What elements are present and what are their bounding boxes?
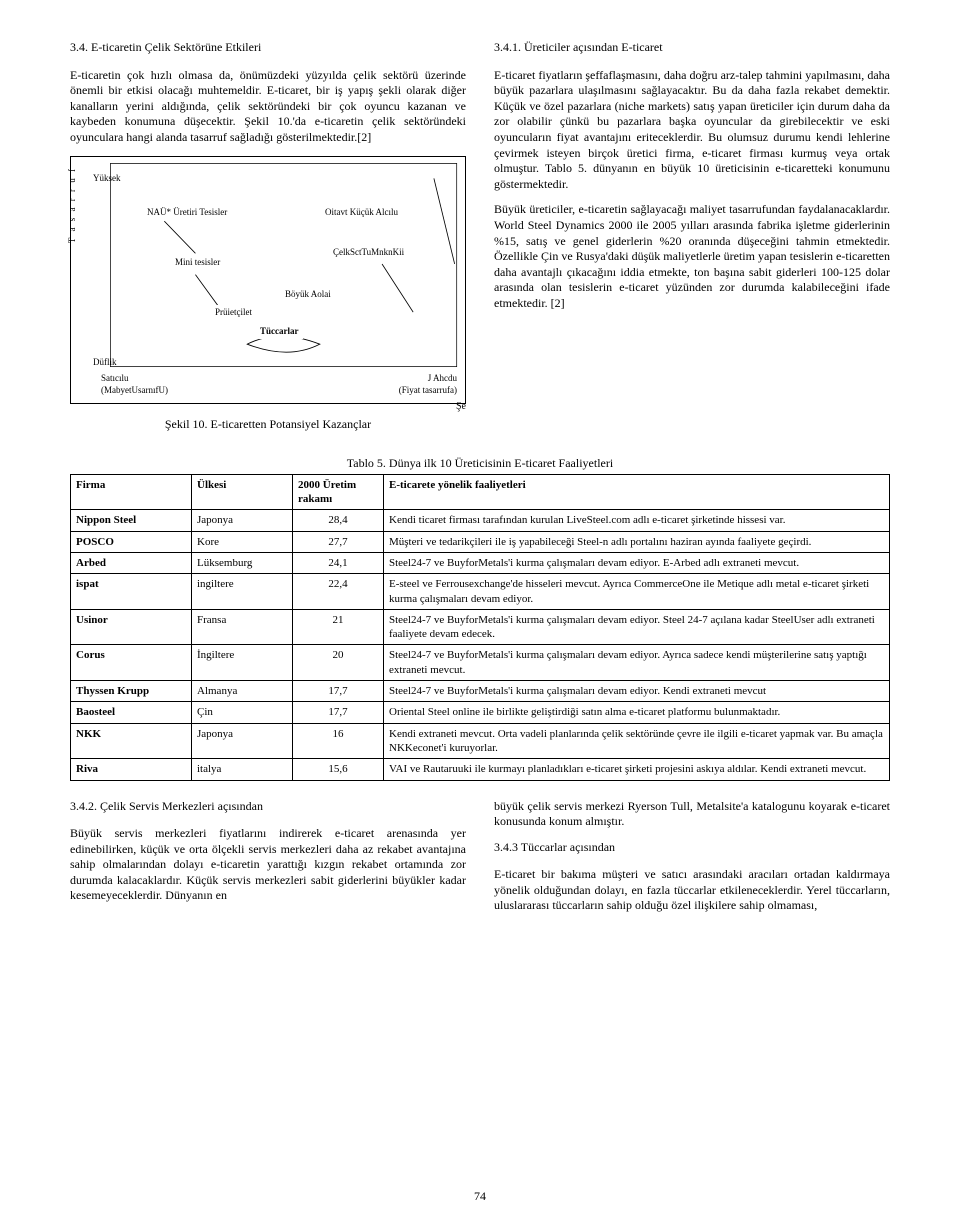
table-cell: Arbed xyxy=(71,552,192,573)
table-cell: Oriental Steel online ile birlikte geliş… xyxy=(384,702,890,723)
table-row: Nippon SteelJaponya28,4Kendi ticaret fir… xyxy=(71,510,890,531)
section-342-para: Büyük servis merkezleri fiyatlarını indi… xyxy=(70,826,466,904)
table-cell: Steel24-7 ve BuyforMetals'i kurma çalışm… xyxy=(384,645,890,681)
table-row: BaosteelÇin17,7Oriental Steel online ile… xyxy=(71,702,890,723)
right-para-2: Büyük üreticiler, e-ticaretin sağlayacağ… xyxy=(494,202,890,311)
table-cell: ispat xyxy=(71,574,192,610)
table-cell: Japonya xyxy=(192,510,293,531)
node-mini: Mini tesisler xyxy=(171,255,224,271)
table-5-caption: Tablo 5. Dünya ilk 10 Üreticisinin E-tic… xyxy=(70,456,890,472)
section-heading-left: 3.4. E-ticaretin Çelik Sektörüne Etkiler… xyxy=(70,40,466,56)
table-cell: Müşteri ve tedarikçileri ile iş yapabile… xyxy=(384,531,890,552)
node-buyuk-alici: Böyük Aolai xyxy=(281,287,335,303)
table-cell: E-steel ve Ferrousexchange'de hisseleri … xyxy=(384,574,890,610)
table-header: 2000 Üretim rakamı xyxy=(293,474,384,510)
section-342-heading: 3.4.2. Çelik Servis Merkezleri açısından xyxy=(70,799,466,815)
table-cell: Corus xyxy=(71,645,192,681)
table-cell: 17,7 xyxy=(293,702,384,723)
table-cell: 28,4 xyxy=(293,510,384,531)
table-cell: Japonya xyxy=(192,723,293,759)
table-cell: Steel24-7 ve BuyforMetals'i kurma çalışm… xyxy=(384,552,890,573)
table-cell: POSCO xyxy=(71,531,192,552)
table-cell: 16 xyxy=(293,723,384,759)
figure-10-caption: Şekil 10. E-ticaretten Potansiyel Kazanç… xyxy=(70,417,466,433)
diagram-lines xyxy=(71,157,465,403)
x-right-a: J Ahcdu xyxy=(399,373,457,385)
table-cell: Kendi extraneti mevcut. Orta vadeli plan… xyxy=(384,723,890,759)
table-header: E-ticarete yönelik faaliyetleri xyxy=(384,474,890,510)
section-343-heading: 3.4.3 Tüccarlar açısından xyxy=(494,840,890,856)
table-cell: Fransa xyxy=(192,609,293,645)
figure-10-diagram: T a s a r r u f Yüksek Düflik NAÜ* Üreti… xyxy=(70,156,466,404)
table-cell: Riva xyxy=(71,759,192,780)
node-tuccarlar: Tüccarlar xyxy=(256,324,303,340)
table-cell: Baosteel xyxy=(71,702,192,723)
table-cell: 17,7 xyxy=(293,681,384,702)
section-343-para: E-ticaret bir bakıma müşteri ve satıcı a… xyxy=(494,867,890,914)
table-cell: ingiltere xyxy=(192,574,293,610)
table-cell: Kendi ticaret firması tarafından kurulan… xyxy=(384,510,890,531)
table-header: Firma xyxy=(71,474,192,510)
table-row: Rivaitalya15,6VAI ve Rautaruuki ile kurm… xyxy=(71,759,890,780)
table-row: Corusİngiltere20Steel24-7 ve BuyforMetal… xyxy=(71,645,890,681)
table-5: FirmaÜlkesi2000 Üretim rakamıE-ticarete … xyxy=(70,474,890,781)
section-heading-right: 3.4.1. Üreticiler açısından E-ticaret xyxy=(494,40,890,56)
table-row: ArbedLüksemburg24,1Steel24-7 ve BuyforMe… xyxy=(71,552,890,573)
table-row: POSCOKore27,7Müşteri ve tedarikçileri il… xyxy=(71,531,890,552)
table-cell: Çin xyxy=(192,702,293,723)
table-cell: NKK xyxy=(71,723,192,759)
table-row: NKKJaponya16Kendi extraneti mevcut. Orta… xyxy=(71,723,890,759)
table-cell: 15,6 xyxy=(293,759,384,780)
node-perakendeci: Prüietçilet xyxy=(211,305,256,321)
node-celkset: ÇelkSctTuMnknKii xyxy=(329,245,408,261)
x-right-b: (Fiyat tasarrufa) xyxy=(399,385,457,397)
right-cont-para: büyük çelik servis merkezi Ryerson Tull,… xyxy=(494,799,890,830)
right-para-1: E-ticaret fiyatların şeffaflaşmasını, da… xyxy=(494,68,890,193)
table-cell: Thyssen Krupp xyxy=(71,681,192,702)
node-kucuk-alici: Oitavt Küçük Alcılu xyxy=(321,205,402,221)
table-cell: Nippon Steel xyxy=(71,510,192,531)
table-cell: italya xyxy=(192,759,293,780)
table-cell: 24,1 xyxy=(293,552,384,573)
table-header: Ülkesi xyxy=(192,474,293,510)
table-row: UsinorFransa21Steel24-7 ve BuyforMetals'… xyxy=(71,609,890,645)
table-cell: 27,7 xyxy=(293,531,384,552)
x-left-b: (MabyetUsarnıfU) xyxy=(101,385,168,397)
table-row: ispatingiltere22,4E-steel ve Ferrousexch… xyxy=(71,574,890,610)
table-cell: 21 xyxy=(293,609,384,645)
table-cell: Almanya xyxy=(192,681,293,702)
table-cell: Steel24-7 ve BuyforMetals'i kurma çalışm… xyxy=(384,609,890,645)
x-left-a: Satıcılu xyxy=(101,373,168,385)
table-cell: VAI ve Rautaruuki ile kurmayı planladıkl… xyxy=(384,759,890,780)
table-cell: 22,4 xyxy=(293,574,384,610)
node-nau: NAÜ* Üretiri Tesisler xyxy=(143,205,231,221)
x-axis: Satıcılu (MabyetUsarnıfU) J Ahcdu (Fiyat… xyxy=(101,373,457,396)
page-number: 74 xyxy=(0,1189,960,1205)
table-cell: Steel24-7 ve BuyforMetals'i kurma çalışm… xyxy=(384,681,890,702)
left-para-1: E-ticaretin çok hızlı olmasa da, önümüzd… xyxy=(70,68,466,146)
table-cell: 20 xyxy=(293,645,384,681)
table-cell: Kore xyxy=(192,531,293,552)
table-cell: Lüksemburg xyxy=(192,552,293,573)
table-row: Thyssen KruppAlmanya17,7Steel24-7 ve Buy… xyxy=(71,681,890,702)
table-cell: İngiltere xyxy=(192,645,293,681)
table-cell: Usinor xyxy=(71,609,192,645)
